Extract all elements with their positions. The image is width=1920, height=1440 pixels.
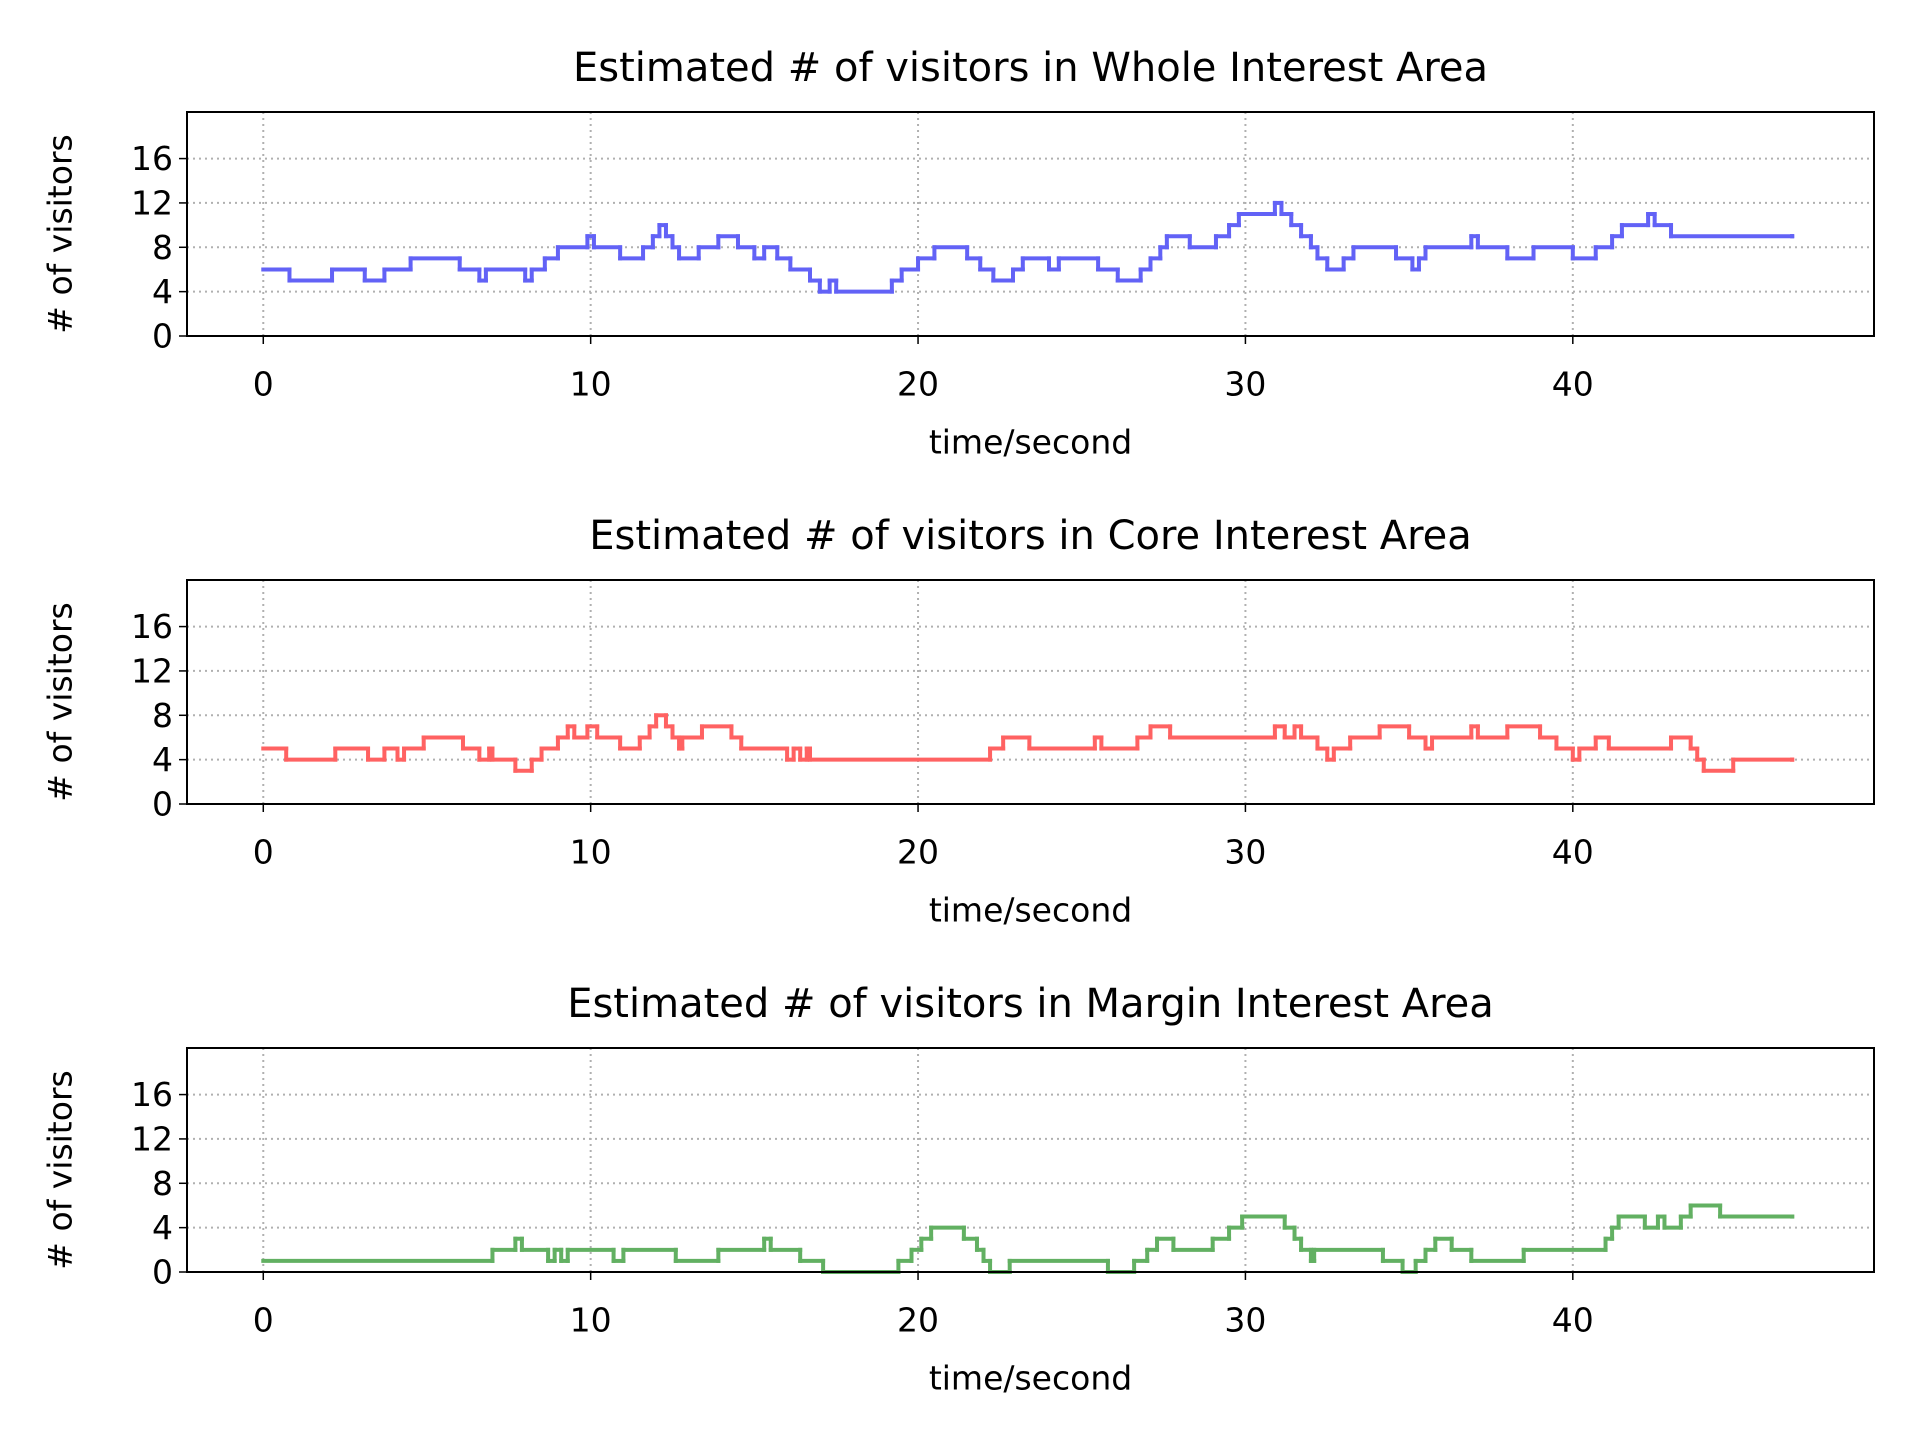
y-tick-label: 0 bbox=[152, 1253, 173, 1292]
x-tick-label: 0 bbox=[253, 1301, 274, 1340]
chart-title: Estimated # of visitors in Whole Interes… bbox=[573, 45, 1488, 91]
y-tick-label: 0 bbox=[152, 317, 173, 356]
x-tick-label: 10 bbox=[570, 365, 612, 404]
x-axis-label: time/second bbox=[929, 423, 1132, 462]
y-tick-label: 4 bbox=[152, 740, 173, 779]
y-tick-label: 12 bbox=[131, 183, 173, 222]
x-tick-label: 30 bbox=[1224, 365, 1266, 404]
plot-frame bbox=[186, 111, 1875, 337]
x-tick-label: 20 bbox=[897, 365, 939, 404]
y-tick-label: 8 bbox=[152, 1164, 173, 1203]
plot-frame bbox=[186, 579, 1875, 805]
x-tick-label: 20 bbox=[897, 833, 939, 872]
x-tick-label: 20 bbox=[897, 1301, 939, 1340]
plot-frame bbox=[186, 1047, 1875, 1273]
y-axis-label: # of visitors bbox=[41, 602, 80, 801]
x-tick-label: 40 bbox=[1552, 1301, 1594, 1340]
chart-title: Estimated # of visitors in Core Interest… bbox=[589, 513, 1472, 559]
x-tick-label: 0 bbox=[253, 833, 274, 872]
y-tick-label: 16 bbox=[131, 1075, 173, 1114]
y-tick-label: 12 bbox=[131, 651, 173, 690]
y-tick-label: 0 bbox=[152, 785, 173, 824]
y-tick-label: 16 bbox=[131, 139, 173, 178]
x-tick-label: 10 bbox=[570, 1301, 612, 1340]
y-tick-label: 4 bbox=[152, 272, 173, 311]
x-tick-label: 10 bbox=[570, 833, 612, 872]
x-tick-label: 40 bbox=[1552, 833, 1594, 872]
y-axis-label: # of visitors bbox=[41, 134, 80, 333]
x-axis-label: time/second bbox=[929, 891, 1132, 930]
y-tick-label: 4 bbox=[152, 1208, 173, 1247]
x-tick-label: 0 bbox=[253, 365, 274, 404]
x-tick-label: 30 bbox=[1224, 833, 1266, 872]
y-tick-label: 16 bbox=[131, 607, 173, 646]
x-axis-label: time/second bbox=[929, 1359, 1132, 1398]
y-tick-label: 8 bbox=[152, 696, 173, 735]
y-tick-label: 12 bbox=[131, 1119, 173, 1158]
chart-title: Estimated # of visitors in Margin Intere… bbox=[567, 981, 1494, 1027]
x-tick-label: 30 bbox=[1224, 1301, 1266, 1340]
y-tick-label: 8 bbox=[152, 228, 173, 267]
y-axis-label: # of visitors bbox=[41, 1070, 80, 1269]
x-tick-label: 40 bbox=[1552, 365, 1594, 404]
